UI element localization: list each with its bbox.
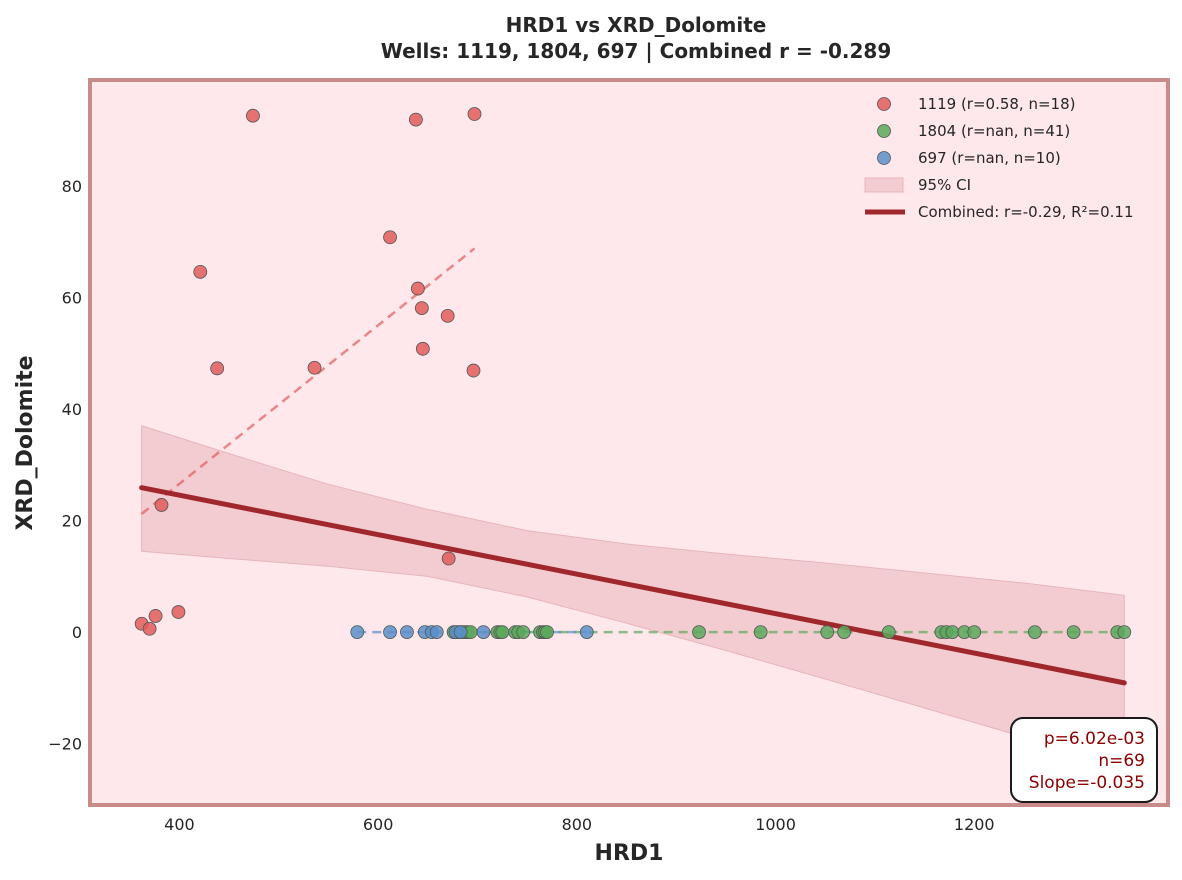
data-point-series-0	[193, 264, 208, 279]
data-point-series-0	[410, 281, 425, 296]
data-point-series-2	[453, 625, 468, 640]
trend-line-series-0	[140, 247, 476, 515]
data-point-series-2	[383, 625, 397, 640]
chart-title: HRD1 vs XRD_Dolomite	[506, 13, 767, 37]
x-tick-label: 1200	[954, 815, 995, 834]
data-point-series-0	[441, 551, 456, 566]
data-point-series-1	[967, 625, 982, 640]
data-point-series-0	[171, 605, 186, 619]
y-tick-label: 40	[62, 400, 82, 419]
data-point-series-0	[148, 609, 163, 623]
stats-p-value: p=6.02e-03	[1044, 729, 1145, 749]
y-tick-label: 60	[62, 289, 82, 308]
y-tick-label: 20	[62, 512, 82, 531]
data-point-series-1	[820, 625, 835, 640]
data-point-series-0	[210, 361, 225, 376]
data-point-series-1	[1117, 625, 1132, 640]
data-point-series-2	[429, 625, 444, 640]
combined-regression-line	[139, 485, 1127, 686]
data-point-series-1	[945, 625, 960, 640]
combined-line-layer	[139, 485, 1127, 686]
x-axis-label: HRD1	[595, 841, 664, 866]
x-tick-label: 800	[562, 815, 593, 834]
data-point-series-0	[466, 363, 481, 378]
y-axis-ticks: −20 0 20 40 60 80	[48, 177, 82, 754]
legend-label-series-2: 697 (r=nan, n=10)	[918, 149, 1061, 167]
legend-marker-series-2	[877, 151, 891, 165]
data-point-series-2	[476, 625, 491, 640]
points-layer	[134, 107, 1132, 640]
legend-label-series-1: 1804 (r=nan, n=41)	[918, 122, 1070, 140]
data-point-series-0	[467, 107, 482, 121]
data-point-series-1	[1066, 625, 1081, 640]
data-point-series-0	[154, 498, 169, 512]
data-point-series-2	[400, 625, 414, 640]
data-point-series-2	[579, 625, 594, 640]
y-tick-label: −20	[48, 735, 82, 754]
x-tick-label: 1000	[755, 815, 796, 834]
data-point-series-0	[383, 230, 397, 245]
data-point-series-0	[414, 301, 429, 315]
x-tick-label: 600	[363, 815, 394, 834]
x-axis-ticks: 400 600 800 1000 1200	[164, 815, 994, 834]
stats-box-frame	[1010, 717, 1158, 803]
stats-n-value: n=69	[1098, 751, 1145, 771]
legend-label-ci: 95% CI	[918, 176, 971, 194]
legend-marker-ci	[864, 177, 904, 193]
data-point-series-0	[246, 108, 260, 123]
data-point-series-0	[440, 309, 455, 323]
data-point-series-1	[837, 625, 852, 640]
data-point-series-1	[753, 625, 768, 640]
legend-marker-series-0	[877, 97, 891, 111]
stats-slope-value: Slope=-0.035	[1029, 773, 1145, 793]
y-tick-label: 80	[62, 177, 82, 196]
legend-marker-series-1	[877, 124, 891, 138]
chart-subtitle: Wells: 1119, 1804, 697 | Combined r = -0…	[381, 39, 892, 63]
x-tick-label: 400	[164, 815, 195, 834]
data-point-series-2	[350, 625, 365, 640]
y-tick-label: 0	[72, 623, 82, 642]
data-point-series-0	[307, 360, 322, 375]
legend-label-combined: Combined: r=-0.29, R²=0.11	[918, 203, 1134, 221]
stats-box: p=6.02e-03 n=69 Slope=-0.035	[1010, 717, 1158, 803]
y-axis-label: XRD_Dolomite	[13, 355, 38, 530]
data-point-series-1	[516, 625, 531, 640]
data-point-series-0	[408, 112, 423, 127]
legend-label-series-0: 1119 (r=0.58, n=18)	[918, 95, 1075, 113]
data-point-series-0	[415, 341, 430, 356]
data-point-series-1	[881, 625, 896, 640]
data-point-series-1	[1027, 625, 1042, 640]
data-point-series-1	[495, 625, 510, 640]
data-point-series-1	[540, 625, 554, 640]
data-point-series-1	[692, 625, 706, 640]
legend: 1119 (r=0.58, n=18) 1804 (r=nan, n=41) 697…	[864, 95, 1134, 221]
data-point-series-0	[142, 621, 157, 636]
